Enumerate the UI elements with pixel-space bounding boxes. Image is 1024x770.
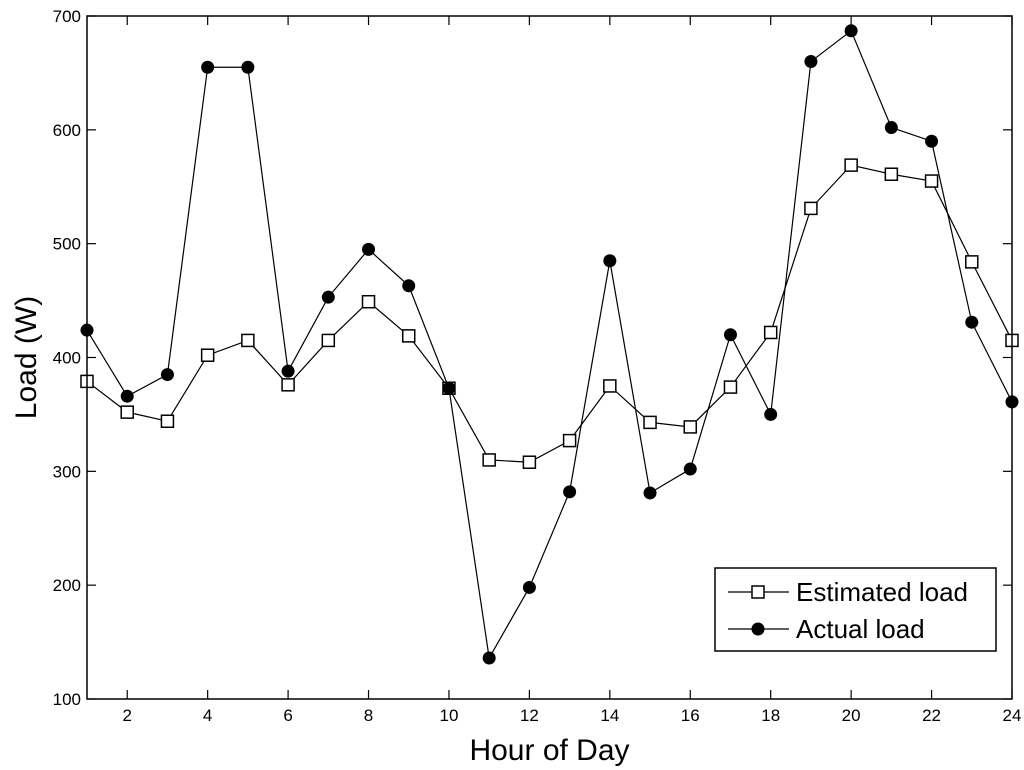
data-point-actual-load — [201, 60, 215, 74]
y-tick-label: 500 — [53, 235, 81, 254]
data-point-actual-load — [884, 121, 898, 135]
x-tick-label: 12 — [520, 706, 539, 725]
data-point-estimated-load — [763, 325, 778, 340]
data-point-estimated-load — [603, 379, 617, 393]
data-point-estimated-load — [120, 405, 134, 419]
data-point-estimated-load — [643, 415, 657, 430]
x-tick-label: 18 — [761, 706, 780, 725]
legend-label-actual-load: Actual load — [796, 614, 925, 644]
data-point-actual-load — [804, 55, 818, 69]
x-axis-ticks: 2 4 6 8 10 12 14 16 18 20 22 24 — [122, 16, 1021, 725]
x-tick-label: 20 — [842, 706, 861, 725]
legend-item-actual-load: Actual load — [728, 614, 925, 644]
legend-item-estimated-load: Estimated load — [728, 577, 968, 607]
data-point-actual-load — [603, 254, 617, 268]
data-point-estimated-load — [160, 414, 175, 428]
data-point-actual-load — [522, 580, 536, 594]
data-point-estimated-load — [401, 329, 416, 343]
legend-label-estimated-load: Estimated load — [796, 577, 968, 607]
data-point-estimated-load — [683, 420, 698, 434]
data-point-estimated-load — [522, 455, 537, 469]
y-axis-ticks: 100 200 300 400 500 600 700 — [53, 7, 1012, 709]
series-layer — [80, 24, 1019, 665]
x-tick-label: 10 — [439, 706, 458, 725]
data-point-actual-load — [844, 24, 858, 38]
y-axis-title: Load (W) — [10, 296, 43, 419]
data-point-actual-load — [563, 485, 577, 499]
data-point-estimated-load — [924, 174, 939, 188]
y-tick-label: 200 — [53, 576, 81, 595]
legend-marker-estimated-load — [751, 585, 765, 599]
x-tick-label: 22 — [922, 706, 941, 725]
x-tick-label: 4 — [203, 706, 212, 725]
data-point-actual-load — [723, 328, 737, 342]
axes-layer: 2 4 6 8 10 12 14 16 18 20 22 24 1002003004005006007… — [53, 7, 1022, 725]
legend: Estimated load Actual load — [714, 567, 997, 652]
data-point-actual-load — [764, 407, 778, 421]
data-point-estimated-load — [884, 167, 899, 181]
data-point-estimated-load — [321, 333, 336, 348]
series-line-estimated-load — [86, 164, 1013, 463]
legend-box — [714, 567, 997, 652]
x-tick-label: 2 — [122, 706, 131, 725]
data-point-actual-load — [442, 381, 456, 395]
y-tick-label: 400 — [53, 349, 81, 368]
data-point-actual-load — [482, 651, 496, 665]
data-point-estimated-load — [562, 433, 577, 448]
data-point-actual-load — [683, 462, 697, 476]
data-point-estimated-load — [844, 158, 858, 172]
data-point-actual-load — [402, 279, 416, 293]
y-tick-label: 700 — [53, 7, 81, 26]
data-point-estimated-load — [361, 294, 376, 309]
data-point-estimated-load — [200, 348, 215, 362]
y-tick-label: 600 — [53, 121, 81, 140]
data-point-estimated-load — [965, 255, 979, 269]
x-tick-label: 14 — [600, 706, 619, 725]
data-point-actual-load — [321, 290, 335, 304]
y-tick-label: 300 — [53, 462, 81, 481]
data-point-actual-load — [965, 315, 979, 329]
data-point-actual-load — [160, 368, 174, 382]
data-point-actual-load — [362, 242, 376, 256]
x-axis-title: Hour of Day — [469, 734, 629, 767]
data-point-estimated-load — [482, 453, 496, 467]
data-point-actual-load — [925, 134, 939, 148]
data-point-actual-load — [643, 486, 657, 500]
data-point-estimated-load — [281, 378, 295, 392]
x-tick-label: 24 — [1003, 706, 1022, 725]
x-tick-label: 6 — [283, 706, 292, 725]
data-point-actual-load — [120, 389, 134, 403]
data-point-estimated-load — [723, 380, 738, 394]
legend-marker-actual-load — [751, 622, 765, 636]
data-point-actual-load — [241, 60, 255, 74]
series-line-actual-load — [86, 29, 1013, 660]
x-tick-label: 8 — [364, 706, 373, 725]
data-point-estimated-load — [241, 333, 255, 348]
x-tick-label: 16 — [681, 706, 700, 725]
data-point-estimated-load — [804, 201, 818, 216]
data-point-actual-load — [281, 364, 295, 378]
y-tick-label: 100 — [53, 690, 81, 709]
